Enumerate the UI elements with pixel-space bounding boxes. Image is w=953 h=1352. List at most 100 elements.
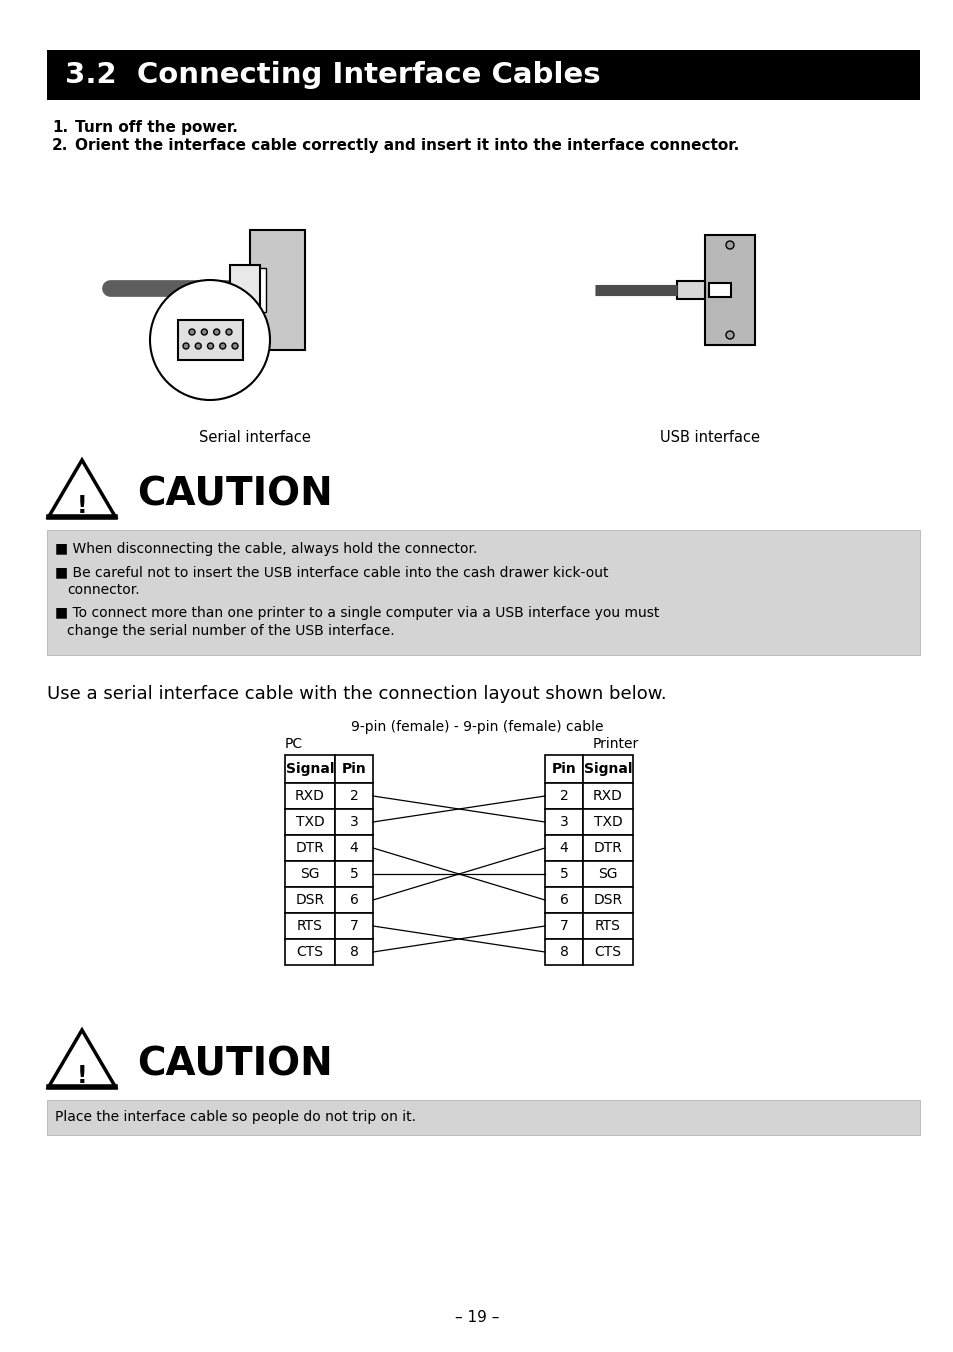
Bar: [582, 783, 633, 808]
Bar: [285, 836, 335, 861]
Polygon shape: [49, 460, 115, 516]
Text: SG: SG: [598, 867, 618, 882]
Bar: [335, 940, 373, 965]
Text: 2.: 2.: [52, 138, 69, 153]
Bar: [335, 887, 373, 913]
Text: PC: PC: [285, 737, 303, 750]
Bar: [335, 836, 373, 861]
Text: DSR: DSR: [295, 894, 324, 907]
Text: ■ When disconnecting the cable, always hold the connector.: ■ When disconnecting the cable, always h…: [55, 542, 476, 556]
Circle shape: [150, 280, 270, 400]
Circle shape: [219, 343, 226, 349]
Bar: [544, 940, 582, 965]
Bar: [47, 50, 919, 100]
Text: 4: 4: [559, 841, 568, 854]
Circle shape: [213, 329, 219, 335]
Text: change the serial number of the USB interface.: change the serial number of the USB inte…: [67, 625, 395, 638]
Circle shape: [189, 329, 194, 335]
Text: 5: 5: [559, 867, 568, 882]
Text: ■ To connect more than one printer to a single computer via a USB interface you : ■ To connect more than one printer to a …: [55, 606, 659, 621]
Text: RXD: RXD: [593, 790, 622, 803]
Text: TXD: TXD: [593, 815, 621, 829]
Text: 9-pin (female) - 9-pin (female) cable: 9-pin (female) - 9-pin (female) cable: [351, 721, 602, 734]
Text: !: !: [76, 1064, 88, 1088]
Text: Turn off the power.: Turn off the power.: [75, 120, 237, 135]
Text: 5: 5: [349, 867, 358, 882]
Text: RTS: RTS: [595, 919, 620, 933]
Text: CTS: CTS: [296, 945, 323, 959]
Text: 8: 8: [559, 945, 568, 959]
Bar: [544, 913, 582, 940]
Text: Use a serial interface cable with the connection layout shown below.: Use a serial interface cable with the co…: [47, 685, 666, 703]
Bar: [47, 530, 919, 654]
Text: Serial interface: Serial interface: [199, 430, 311, 445]
Text: 2: 2: [559, 790, 568, 803]
Text: Signal: Signal: [286, 763, 334, 776]
Bar: [285, 808, 335, 836]
Bar: [248, 268, 266, 312]
Bar: [335, 913, 373, 940]
Circle shape: [226, 329, 232, 335]
Text: 3: 3: [559, 815, 568, 829]
Text: RTS: RTS: [296, 919, 323, 933]
Text: TXD: TXD: [295, 815, 324, 829]
Bar: [178, 320, 243, 360]
Circle shape: [183, 343, 189, 349]
Bar: [582, 861, 633, 887]
Bar: [335, 808, 373, 836]
Bar: [582, 754, 633, 783]
Text: Place the interface cable so people do not trip on it.: Place the interface cable so people do n…: [55, 1110, 416, 1124]
Text: DSR: DSR: [593, 894, 622, 907]
Text: 1.: 1.: [52, 120, 68, 135]
Text: RXD: RXD: [294, 790, 325, 803]
Circle shape: [725, 331, 733, 339]
Circle shape: [725, 241, 733, 249]
Bar: [335, 754, 373, 783]
Text: Signal: Signal: [583, 763, 632, 776]
Text: USB interface: USB interface: [659, 430, 760, 445]
Text: 4: 4: [349, 841, 358, 854]
Text: !: !: [76, 493, 88, 518]
Text: CTS: CTS: [594, 945, 620, 959]
Bar: [285, 754, 335, 783]
Bar: [582, 940, 633, 965]
Bar: [285, 887, 335, 913]
Text: Orient the interface cable correctly and insert it into the interface connector.: Orient the interface cable correctly and…: [75, 138, 739, 153]
Circle shape: [201, 329, 207, 335]
Text: CAUTION: CAUTION: [137, 1046, 333, 1084]
Bar: [677, 281, 704, 299]
Bar: [230, 265, 260, 310]
Bar: [285, 940, 335, 965]
Text: 6: 6: [349, 894, 358, 907]
Bar: [250, 230, 305, 350]
Text: connector.: connector.: [67, 583, 139, 598]
Bar: [544, 808, 582, 836]
Text: 3: 3: [349, 815, 358, 829]
Bar: [335, 861, 373, 887]
Text: DTR: DTR: [295, 841, 324, 854]
Text: – 19 –: – 19 –: [455, 1310, 498, 1325]
Bar: [582, 836, 633, 861]
Bar: [544, 754, 582, 783]
Bar: [544, 861, 582, 887]
Circle shape: [232, 343, 237, 349]
Text: Pin: Pin: [551, 763, 576, 776]
Text: DTR: DTR: [593, 841, 621, 854]
Text: Pin: Pin: [341, 763, 366, 776]
Bar: [544, 887, 582, 913]
Text: 6: 6: [559, 894, 568, 907]
Text: 3.2  Connecting Interface Cables: 3.2 Connecting Interface Cables: [65, 61, 600, 89]
Bar: [544, 836, 582, 861]
Bar: [285, 913, 335, 940]
Text: 7: 7: [349, 919, 358, 933]
Bar: [47, 1101, 919, 1134]
Bar: [582, 913, 633, 940]
Text: 2: 2: [349, 790, 358, 803]
Circle shape: [208, 343, 213, 349]
Text: SG: SG: [300, 867, 319, 882]
Text: 8: 8: [349, 945, 358, 959]
Text: 7: 7: [559, 919, 568, 933]
Text: Printer: Printer: [593, 737, 639, 750]
Polygon shape: [49, 1030, 115, 1087]
Circle shape: [195, 343, 201, 349]
